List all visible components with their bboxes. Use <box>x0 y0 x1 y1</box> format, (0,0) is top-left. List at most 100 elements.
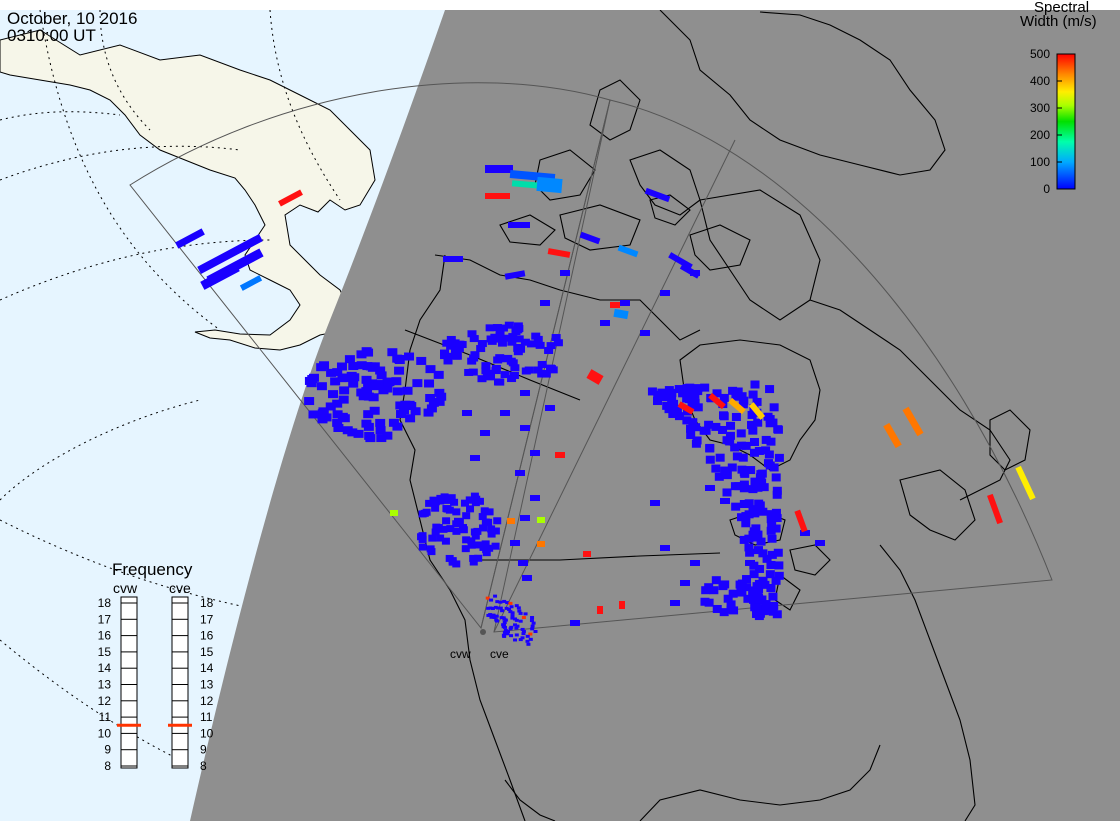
backscatter-cell <box>530 624 535 628</box>
backscatter-cell <box>653 397 663 406</box>
backscatter-cell <box>753 418 763 427</box>
backscatter-cell <box>739 468 749 477</box>
backscatter-cell <box>761 605 771 614</box>
backscatter-cell <box>470 351 480 359</box>
backscatter-cell <box>644 187 671 203</box>
backscatter-cell <box>494 619 499 623</box>
backscatter-cell <box>680 580 690 586</box>
backscatter-cell <box>723 594 733 603</box>
backscatter-cell <box>530 627 535 631</box>
backscatter-cell <box>520 515 530 521</box>
backscatter-cell <box>510 611 515 615</box>
backscatter-cell <box>647 387 657 396</box>
backscatter-cell <box>537 541 545 547</box>
backscatter-cell <box>342 426 353 435</box>
frequency-tick-label: 9 <box>200 743 207 757</box>
backscatter-cell <box>748 426 758 435</box>
backscatter-cell <box>774 561 784 570</box>
backscatter-cell <box>480 507 489 515</box>
backscatter-cell <box>402 386 413 395</box>
backscatter-cell <box>451 352 461 360</box>
backscatter-cell <box>772 514 782 523</box>
backscatter-cell <box>742 575 752 584</box>
backscatter-cell <box>375 418 386 427</box>
backscatter-cell <box>668 409 678 418</box>
backscatter-cell <box>491 542 500 550</box>
backscatter-cell <box>670 600 680 606</box>
backscatter-cell <box>363 422 374 431</box>
backscatter-cell <box>495 378 505 386</box>
frequency-tick-label: 17 <box>98 612 112 626</box>
backscatter-cell <box>361 347 372 356</box>
backscatter-cell <box>708 392 726 410</box>
backscatter-cell <box>513 638 518 642</box>
backscatter-cell <box>346 371 357 380</box>
backscatter-cell <box>766 437 776 446</box>
backscatter-cell <box>502 621 507 625</box>
backscatter-cell <box>500 371 510 379</box>
radar-site-marker <box>480 629 486 635</box>
backscatter-cell <box>369 406 380 415</box>
backscatter-cell <box>175 228 205 249</box>
backscatter-cell <box>365 434 376 443</box>
backscatter-cell <box>508 627 513 631</box>
backscatter-cell <box>410 407 421 416</box>
backscatter-cell <box>383 377 394 386</box>
backscatter-cell <box>768 592 778 601</box>
backscatter-cell <box>332 399 343 408</box>
backscatter-cell <box>361 387 372 396</box>
backscatter-cell <box>668 252 693 270</box>
backscatter-cell <box>520 338 530 346</box>
backscatter-cell <box>765 570 775 579</box>
backscatter-cell <box>469 335 479 343</box>
backscatter-cell <box>332 418 343 427</box>
backscatter-cell <box>732 452 742 461</box>
backscatter-cell <box>304 376 315 385</box>
frequency-tick-label: 12 <box>98 694 112 708</box>
backscatter-cell <box>741 519 751 528</box>
backscatter-cell <box>769 463 779 472</box>
backscatter-cell <box>485 596 490 600</box>
backscatter-cell <box>750 380 760 389</box>
backscatter-cell <box>459 524 468 532</box>
frequency-tick-label: 13 <box>200 678 214 692</box>
backscatter-cell <box>507 338 517 346</box>
backscatter-cell <box>506 630 511 633</box>
backscatter-cell <box>762 554 772 563</box>
backscatter-cell <box>330 377 341 386</box>
colorbar-title-line1: Spectral <box>1034 0 1089 16</box>
backscatter-cell <box>726 600 736 609</box>
backscatter-cell <box>356 388 367 397</box>
backscatter-cell <box>375 426 386 435</box>
backscatter-cell <box>525 634 530 638</box>
backscatter-cell <box>540 300 550 306</box>
frequency-tick-label: 13 <box>98 678 112 692</box>
backscatter-cell <box>743 594 753 603</box>
backscatter-cell <box>348 362 359 371</box>
backscatter-cell <box>726 605 736 614</box>
frequency-tick-label: 14 <box>98 661 112 675</box>
frequency-tick-label: 18 <box>98 596 112 610</box>
backscatter-cell <box>750 586 760 595</box>
colorbar-tick-label: 400 <box>1030 74 1050 88</box>
backscatter-cell <box>620 300 630 306</box>
backscatter-cell <box>436 534 445 542</box>
backscatter-cell <box>757 478 767 487</box>
backscatter-cell <box>767 534 777 543</box>
backscatter-cell <box>672 404 682 413</box>
backscatter-cell <box>447 494 456 502</box>
backscatter-cell <box>691 423 701 432</box>
backscatter-cell <box>765 385 775 394</box>
colorbar-tick-label: 0 <box>1043 182 1050 196</box>
backscatter-cell <box>754 499 764 508</box>
backscatter-cell <box>486 606 491 610</box>
backscatter-cell <box>504 270 526 280</box>
backscatter-cell <box>507 518 515 524</box>
backscatter-cell <box>517 609 522 613</box>
backscatter-cell <box>722 471 732 480</box>
backscatter-cell <box>736 441 746 450</box>
backscatter-cell <box>461 545 470 553</box>
backscatter-cell <box>546 342 556 350</box>
backscatter-cell <box>545 364 555 372</box>
